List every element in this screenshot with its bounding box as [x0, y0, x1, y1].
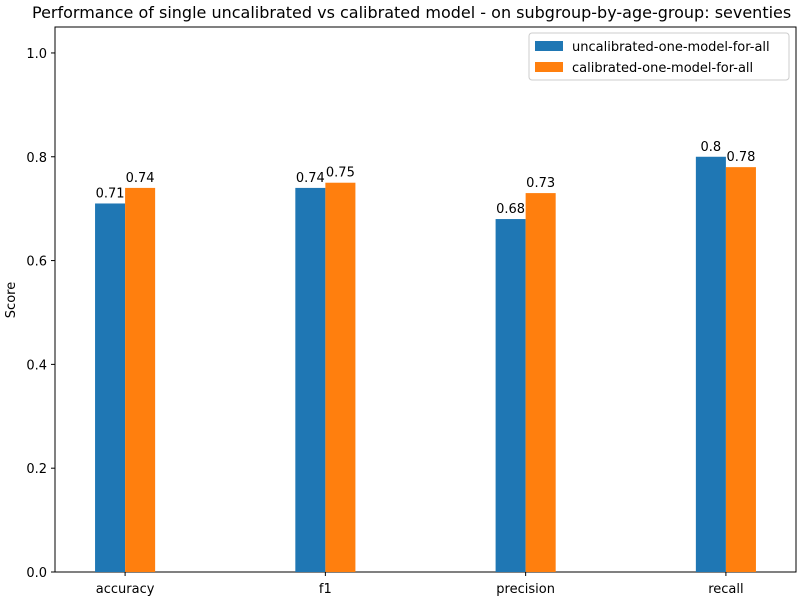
bar-accuracy-calibrated: [125, 187, 156, 572]
legend-label: calibrated-one-model-for-all: [572, 61, 753, 76]
data-label: 0.74: [296, 171, 325, 186]
y-tick-label: 0.4: [26, 358, 47, 373]
x-tick-label: precision: [496, 582, 555, 597]
axes-frame: [54, 26, 797, 573]
data-label: 0.78: [726, 150, 755, 165]
data-label: 0.71: [96, 186, 125, 201]
bar-recall-uncalibrated: [695, 156, 726, 572]
bar-precision-calibrated: [525, 193, 556, 572]
legend: uncalibrated-one-model-for-all calibrated…: [528, 32, 790, 81]
bar-f1-calibrated: [325, 182, 356, 572]
bar-accuracy-uncalibrated: [95, 203, 126, 572]
data-label: 0.73: [526, 176, 555, 191]
x-tick-label: f1: [319, 582, 332, 597]
legend-swatch-calibrated: [535, 62, 563, 72]
y-tick-label: 0.8: [26, 151, 47, 166]
y-tick-label: 0.2: [26, 462, 47, 477]
bar-precision-uncalibrated: [495, 219, 526, 573]
x-tick-label: accuracy: [96, 582, 155, 597]
y-tick-label: 0.0: [26, 566, 47, 581]
legend-label: uncalibrated-one-model-for-all: [572, 40, 770, 55]
y-tick-label: 0.6: [26, 255, 47, 270]
bar-recall-calibrated: [725, 167, 756, 572]
y-axis-label: Score: [4, 282, 19, 318]
plot-area: 0.00.20.40.60.81.0accuracy0.710.74f10.74…: [26, 26, 797, 597]
y-tick-label: 1.0: [26, 47, 47, 62]
legend-box: [528, 32, 790, 81]
data-label: 0.75: [326, 166, 355, 181]
data-label: 0.8: [701, 140, 722, 155]
data-label: 0.74: [126, 171, 155, 186]
data-label: 0.68: [496, 202, 525, 217]
bar-f1-uncalibrated: [295, 187, 326, 572]
legend-swatch-uncalibrated: [535, 41, 563, 51]
x-tick-label: recall: [708, 582, 743, 597]
chart-title: Performance of single uncalibrated vs ca…: [32, 3, 791, 22]
